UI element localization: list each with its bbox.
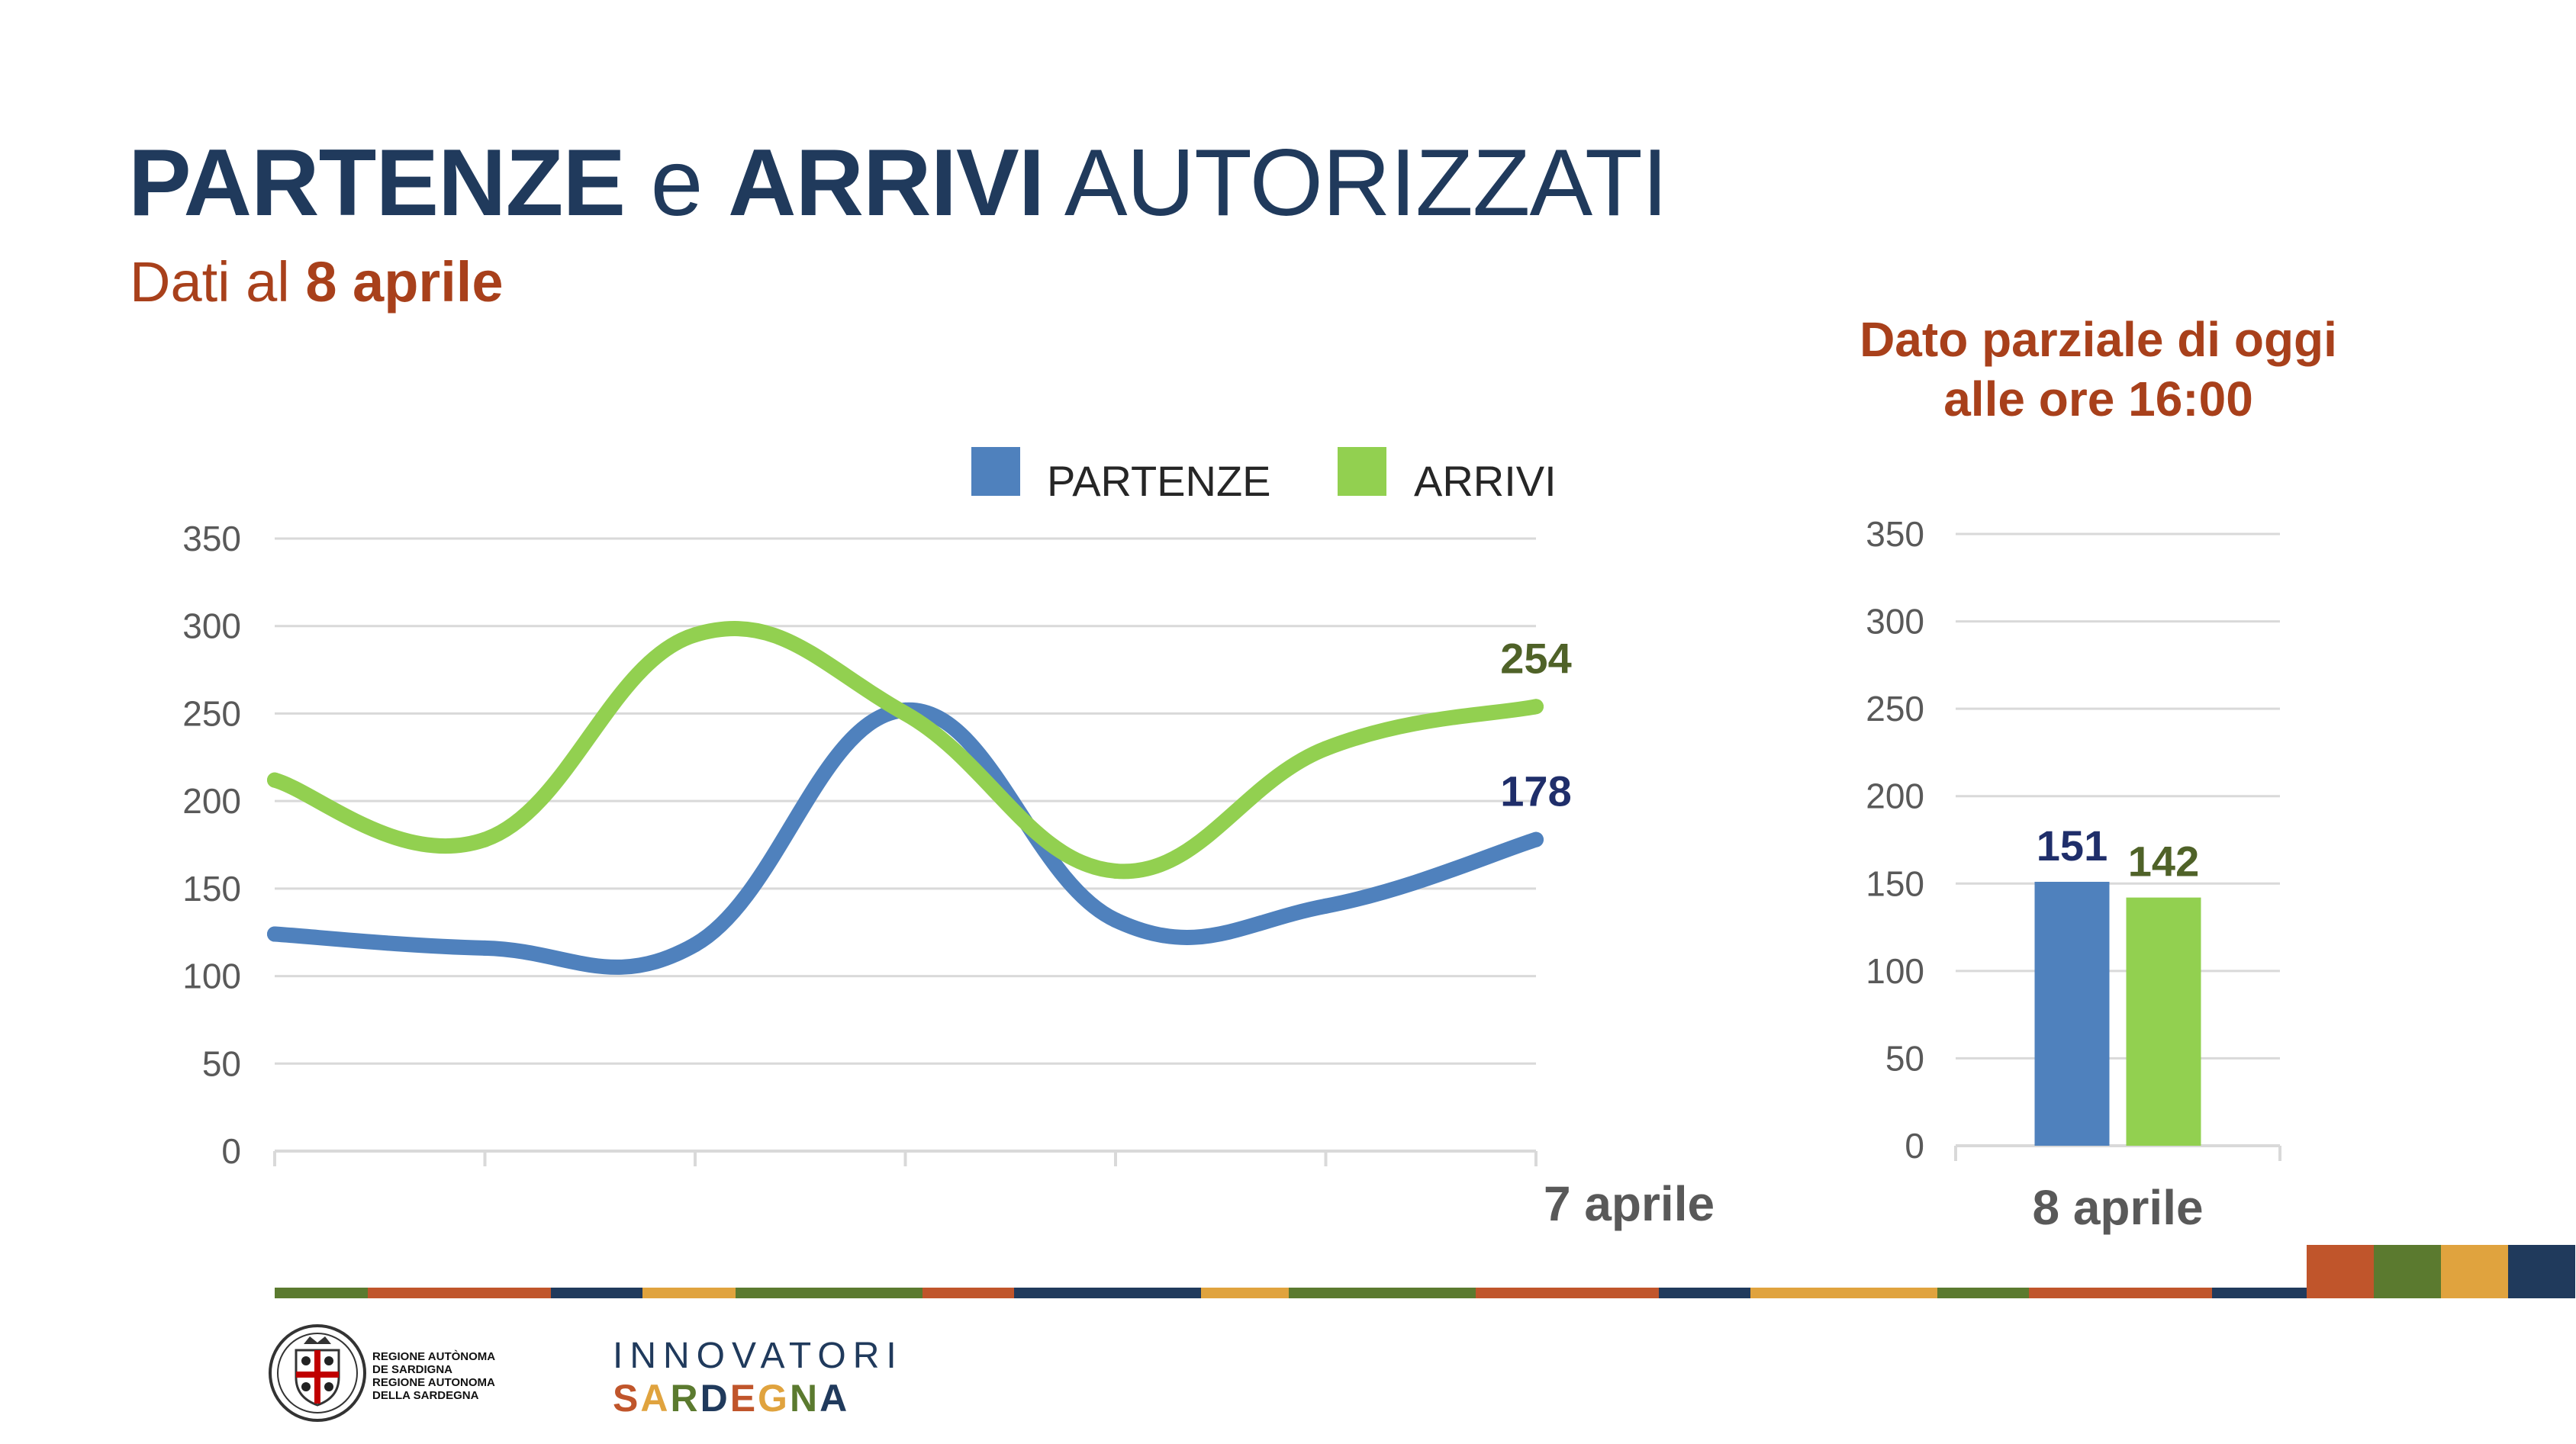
line-point-arrivi: [1528, 699, 1544, 715]
footer-color-block: [2508, 1245, 2575, 1298]
line-point-partenze: [687, 937, 703, 953]
title-arrivi: ARRIVI: [727, 130, 1045, 236]
sardegna-letter: D: [700, 1377, 730, 1420]
line-point-partenze: [1318, 898, 1334, 914]
bar-arrivi: [2126, 897, 2201, 1146]
page-subtitle: Dati al 8 aprile: [130, 248, 503, 317]
innovatori-logo-text: INNOVATORI: [613, 1336, 903, 1376]
line-point-arrivi: [687, 627, 703, 643]
footer-color-block: [2307, 1245, 2374, 1298]
footer-band-segment: [1476, 1288, 1659, 1298]
bar-chart-ytick-label: 150: [1866, 864, 1924, 903]
footer-band-segment: [1014, 1288, 1201, 1298]
partial-data-note: Dato parziale di oggi alle ore 16:00: [1755, 310, 2442, 429]
bar-chart-ytick-label: 300: [1866, 602, 1924, 642]
line-point-partenze: [477, 940, 493, 956]
subtitle-prefix: Dati al: [130, 250, 290, 314]
page-title: PARTENZE e ARRIVI AUTORIZZATI: [128, 130, 1668, 236]
line-point-arrivi: [1108, 863, 1123, 879]
line-series-arrivi: [267, 621, 1544, 880]
footer-band-segment: [1937, 1288, 2029, 1298]
title-conjunction: e: [650, 130, 704, 236]
bar-chart-ytick-label: 350: [1866, 514, 1924, 554]
line-end-label-arrivi: 254: [1500, 634, 1571, 682]
legend-label-partenze: PARTENZE: [1047, 457, 1271, 505]
footer-band-segment: [2029, 1288, 2212, 1298]
line-point-partenze: [1528, 831, 1544, 847]
footer-band-segment: [1750, 1288, 1937, 1298]
footer-band-segment: [1201, 1288, 1289, 1298]
legend-swatch-arrivi: [1338, 447, 1386, 496]
sardegna-letter: S: [613, 1377, 641, 1420]
bar-value-label-partenze: 151: [2037, 822, 2107, 870]
partial-note-line1: Dato parziale di oggi: [1860, 312, 2337, 367]
line-point-partenze: [1108, 912, 1123, 928]
title-partenze: PARTENZE: [128, 130, 626, 236]
line-point-arrivi: [477, 831, 493, 847]
legend-label-arrivi: ARRIVI: [1414, 457, 1557, 505]
sardegna-letter: E: [729, 1377, 758, 1420]
footer-color-block: [2374, 1245, 2441, 1298]
line-chart-ytick-label: 0: [221, 1131, 241, 1171]
line-chart-x-label-last: 7 aprile: [1544, 1176, 1715, 1231]
footer-band-segment: [1659, 1288, 1750, 1298]
subtitle-date: 8 aprile: [305, 250, 504, 314]
bar-chart-ytick-label: 100: [1866, 951, 1924, 991]
bar-chart-ytick-label: 200: [1866, 777, 1924, 816]
bar-chart-ytick-label: 0: [1905, 1126, 1924, 1166]
line-end-label-partenze: 178: [1500, 767, 1571, 815]
footer-band-segment: [1289, 1288, 1476, 1298]
footer-color-block: [2441, 1245, 2508, 1298]
footer-band-segment: [2212, 1288, 2307, 1298]
line-chart-ytick-label: 300: [182, 606, 241, 646]
legend-swatch-partenze: [971, 447, 1020, 496]
bar-chart-category-label: 8 aprile: [2032, 1180, 2203, 1235]
footer-band-segment: [275, 1288, 368, 1298]
line-chart-ytick-label: 100: [182, 957, 241, 996]
footer-band-segment: [368, 1288, 551, 1298]
line-chart-ytick-label: 200: [182, 781, 241, 821]
line-chart-ytick-label: 50: [202, 1044, 241, 1083]
sardegna-letter: R: [670, 1377, 700, 1420]
region-name-text: REGIONE AUTÒNOMA DE SARDIGNA REGIONE AUT…: [372, 1350, 496, 1402]
line-chart-ytick-label: 350: [182, 519, 241, 558]
bar-chart: 0 50 100 150 200 250 300 350 151 142 8 aprile: [1866, 514, 2281, 1235]
footer-band-segment: [642, 1288, 736, 1298]
line-point-arrivi: [267, 772, 282, 788]
title-autorizzati: AUTORIZZATI: [1064, 130, 1668, 236]
footer-color-band: [275, 1245, 2575, 1298]
line-chart: 0 50 100 150 200 250 300 350 7 aprile 178 254 PARTE…: [182, 447, 1715, 1231]
bar-partenze: [2034, 881, 2110, 1146]
sardegna-logo-text: SARDEGNA: [613, 1376, 849, 1420]
line-chart-ytick-label: 250: [182, 693, 241, 733]
bar-chart-ytick-label: 250: [1866, 689, 1924, 728]
partial-note-line2: alle ore 16:00: [1943, 371, 2253, 426]
line-point-arrivi: [897, 706, 913, 722]
sardegna-letter: A: [640, 1377, 671, 1420]
footer-band-segment: [923, 1288, 1014, 1298]
footer-band-segment: [551, 1288, 642, 1298]
region-coat-of-arms-logo: [266, 1321, 369, 1425]
sardegna-letter: A: [819, 1377, 850, 1420]
line-point-arrivi: [1318, 741, 1334, 757]
bar-chart-ytick-label: 50: [1885, 1038, 1924, 1078]
sardegna-letter: G: [758, 1377, 790, 1420]
bar-value-label-arrivi: 142: [2128, 838, 2199, 886]
line-point-partenze: [267, 926, 282, 942]
line-chart-ytick-label: 150: [182, 869, 241, 909]
sardegna-letter: N: [789, 1377, 820, 1420]
footer-band-segment: [736, 1288, 923, 1298]
